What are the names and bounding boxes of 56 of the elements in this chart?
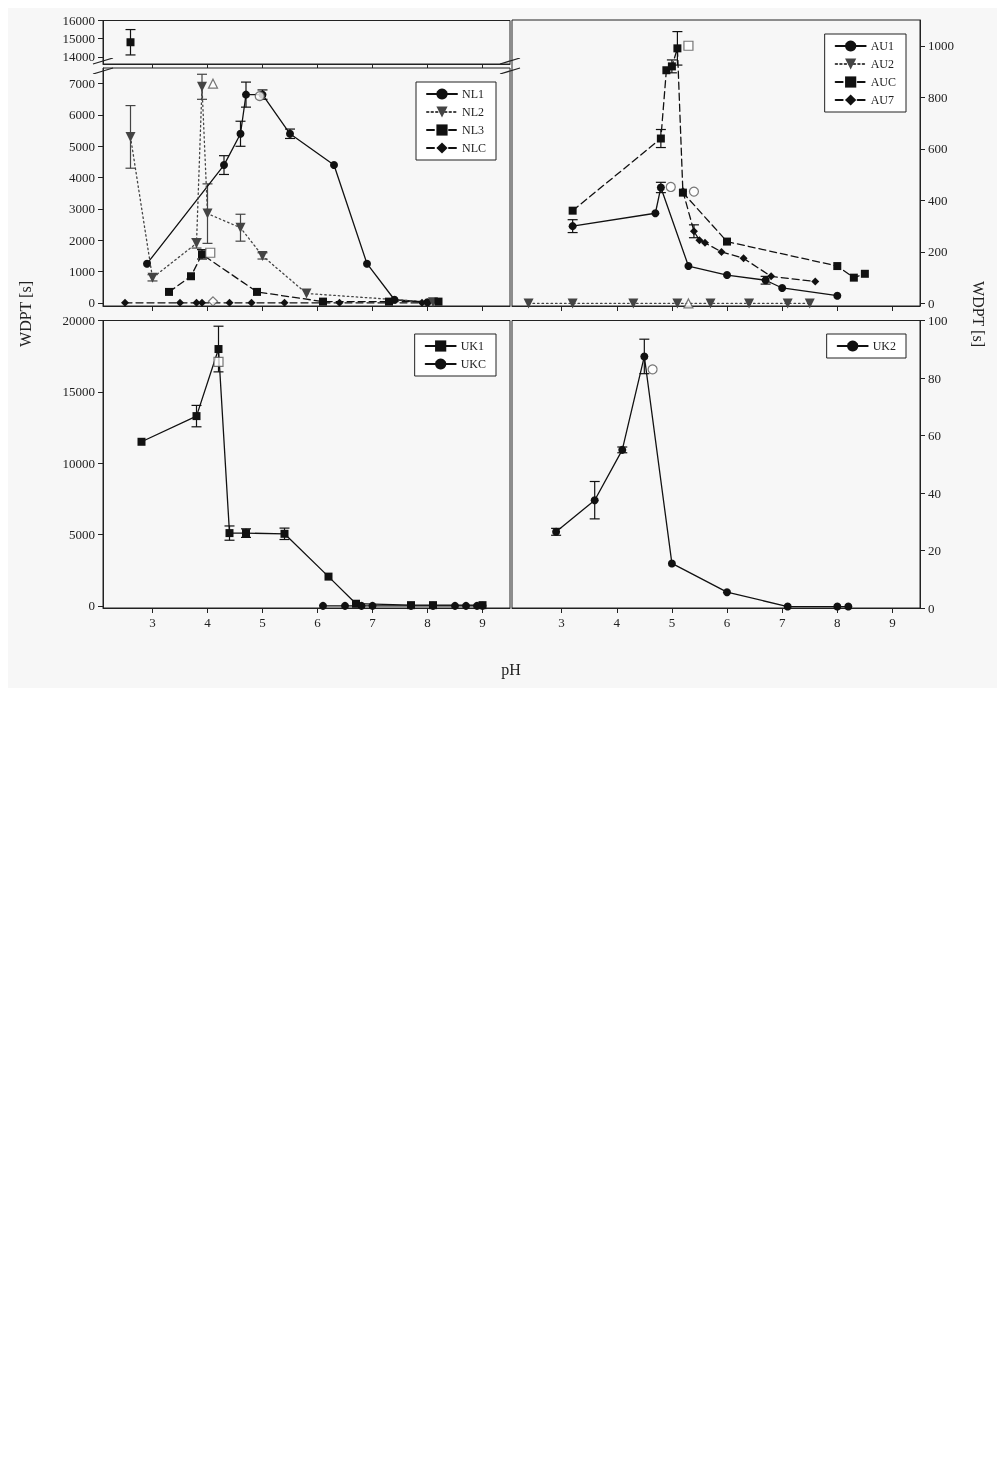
x-tick-label: 7 (369, 615, 377, 630)
y2-tick-label: 20 (928, 543, 941, 558)
y-tick-label: 14000 (62, 49, 95, 65)
x-tick-label: 4 (204, 615, 212, 630)
y-tick-label: 5000 (69, 527, 95, 543)
y-tick-label: 0 (88, 598, 95, 614)
x-tick-label: 4 (613, 615, 621, 630)
y2-tick-label: 0 (928, 295, 935, 311)
y-tick-label: 3000 (69, 201, 95, 217)
y2-tick-label: 600 (928, 141, 948, 157)
x-tick-label: 3 (558, 615, 565, 630)
y-tick-label: 5000 (69, 138, 95, 154)
y-tick-label: 4000 (69, 170, 95, 186)
y2-axis-title: WDPT [s] (969, 281, 987, 347)
y-tick-label: 0 (88, 295, 95, 311)
x-tick-label: 6 (723, 615, 731, 630)
x-tick-label: 9 (889, 615, 896, 630)
y-tick-label: 20000 (62, 313, 95, 328)
legend-label: NL2 (462, 105, 484, 119)
legend-label: AU7 (870, 93, 895, 107)
y-tick-label: 15000 (62, 384, 95, 400)
y2-tick-label: 80 (928, 370, 941, 386)
y2-tick-label: 0 (928, 600, 935, 616)
legend-label: UKC (460, 357, 487, 371)
y2-tick-label: 200 (928, 244, 948, 260)
x-tick-label: 3 (149, 615, 156, 630)
y-tick-label: 7000 (69, 76, 95, 92)
x-tick-label: 5 (259, 615, 266, 630)
y2-tick-label: 40 (928, 485, 941, 501)
x-axis-title: pH (501, 661, 521, 679)
y-tick-label: 15000 (62, 31, 95, 47)
legend-label: AU2 (870, 57, 895, 71)
y2-tick-label: 800 (928, 89, 948, 105)
legend-label: NL1 (462, 87, 484, 101)
x-tick-label: 8 (834, 615, 841, 630)
y-axis-title: WDPT [s] (17, 281, 35, 347)
legend-label: UK1 (460, 339, 485, 353)
legend-label: NLC (462, 141, 486, 155)
legend-label: AUC (870, 75, 897, 89)
legend-label: NL3 (462, 123, 484, 137)
legend-label: UK2 (872, 339, 897, 353)
x-tick-label: 7 (778, 615, 786, 630)
y2-tick-label: 1000 (928, 38, 954, 54)
y2-tick-label: 60 (928, 428, 941, 443)
y-tick-label: 2000 (69, 232, 95, 248)
y-tick-label: 6000 (69, 107, 95, 123)
y-tick-label: 1000 (69, 264, 95, 280)
x-tick-label: 6 (314, 615, 322, 630)
y-tick-label: 10000 (62, 455, 95, 471)
x-tick-label: 5 (668, 615, 676, 630)
x-tick-label: 8 (424, 615, 431, 630)
legend-label: AU1 (870, 39, 895, 53)
y2-tick-label: 100 (928, 313, 948, 328)
y-tick-label: 16000 (62, 13, 95, 28)
y2-tick-label: 400 (928, 192, 948, 208)
x-tick-label: 9 (479, 615, 486, 630)
